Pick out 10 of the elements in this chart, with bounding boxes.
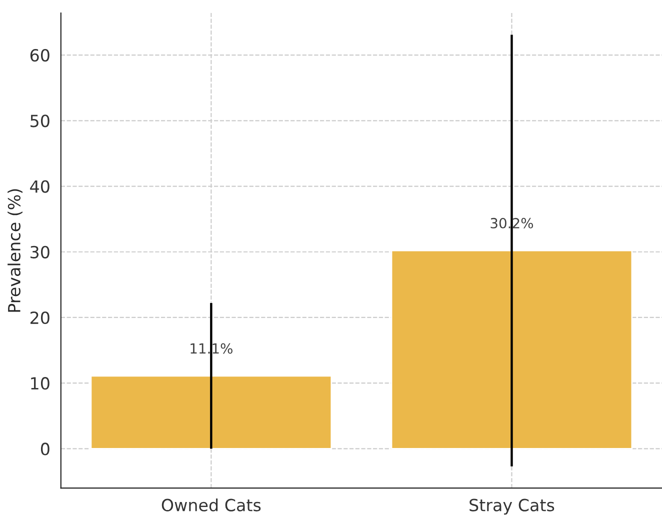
y-tick-label: 20 bbox=[30, 311, 50, 324]
y-tick-label: 60 bbox=[30, 49, 50, 62]
y-tick-label: 10 bbox=[31, 377, 50, 390]
y-tick-label: 30 bbox=[30, 246, 50, 258]
x-tick-label: Owned Cats bbox=[162, 498, 261, 512]
y-tick-label: 40 bbox=[30, 180, 50, 193]
x-tick-label: Stray Cats bbox=[470, 498, 554, 515]
y-axis-title: Prevalence (%) bbox=[8, 189, 22, 312]
y-tick-label: 50 bbox=[30, 114, 50, 128]
y-tick-label: 0 bbox=[40, 442, 50, 456]
